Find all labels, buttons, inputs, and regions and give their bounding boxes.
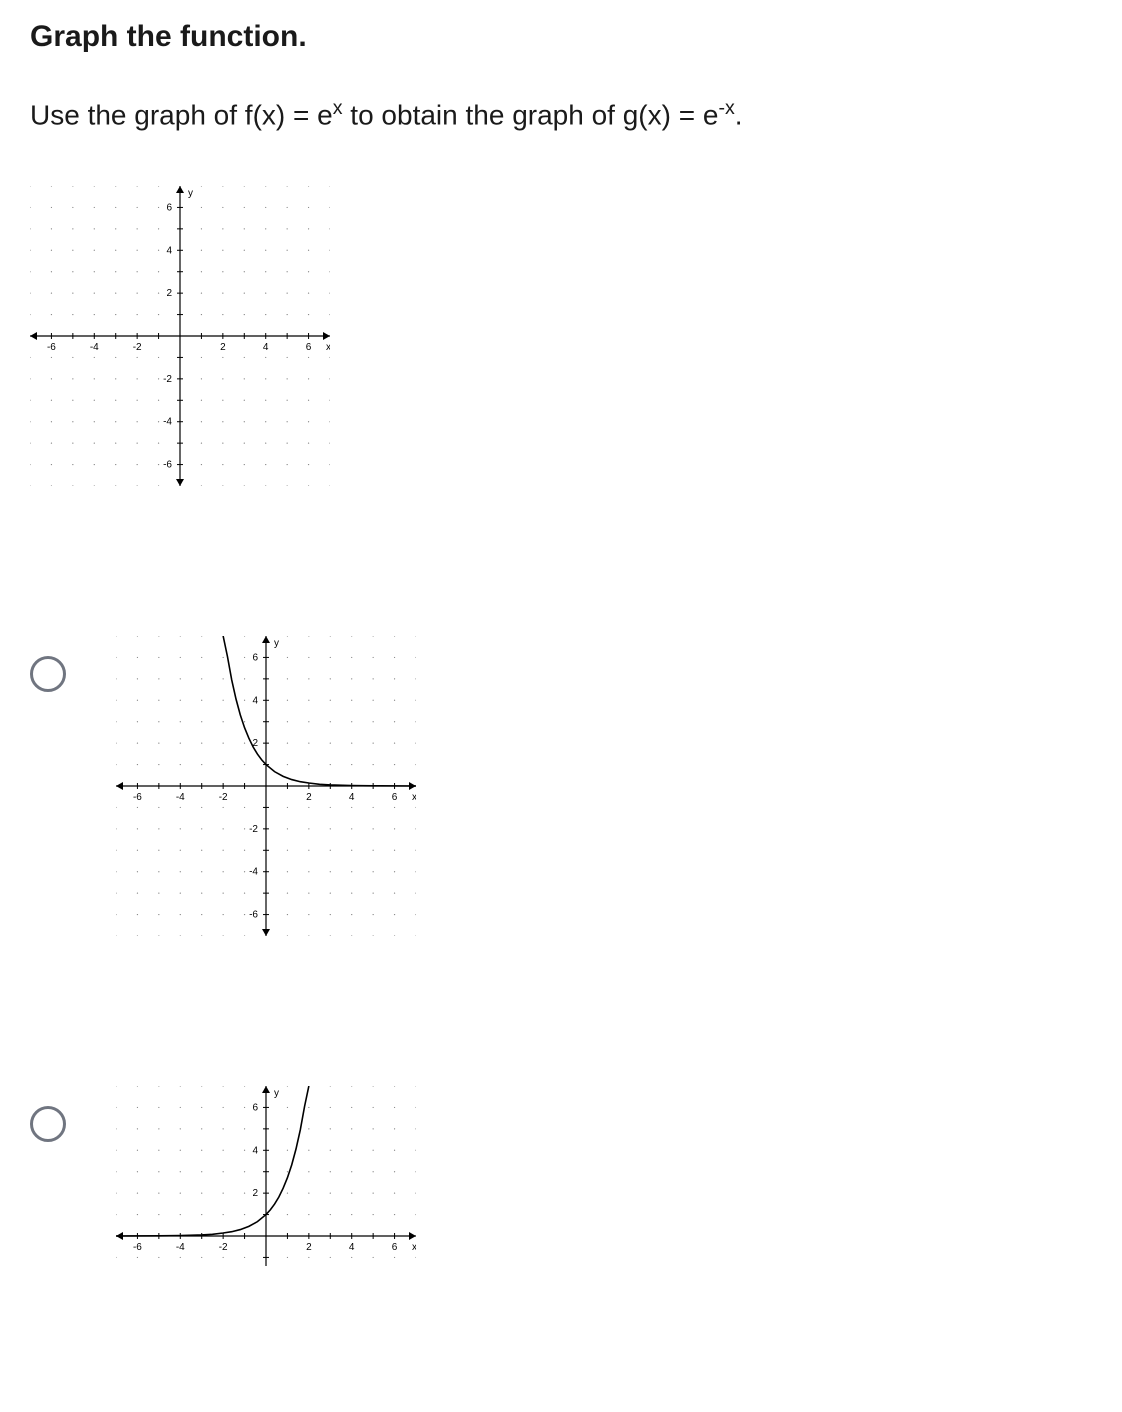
option-b-row: -6-4-2246246-2-4-6xy <box>30 1086 1092 1266</box>
svg-text:-4: -4 <box>176 1242 185 1253</box>
option-b-radio[interactable] <box>30 1106 66 1142</box>
prompt-mid: to obtain the graph of g(x) = e <box>343 99 719 130</box>
svg-text:-2: -2 <box>163 374 172 385</box>
svg-text:y: y <box>274 1088 279 1099</box>
svg-text:6: 6 <box>252 1103 258 1114</box>
reference-graph-block: -6 -4 -2 2 4 6 2 4 6 -2 -4 -6 x y <box>30 186 1092 486</box>
svg-text:-2: -2 <box>219 792 228 803</box>
prompt-prefix: Use the graph of f(x) = e <box>30 99 333 130</box>
svg-text:-2: -2 <box>249 824 258 835</box>
svg-text:y: y <box>274 638 279 649</box>
svg-text:2: 2 <box>220 342 226 353</box>
svg-text:-2: -2 <box>133 342 142 353</box>
svg-text:-6: -6 <box>163 460 172 471</box>
svg-text:2: 2 <box>306 1242 312 1253</box>
svg-text:4: 4 <box>252 1146 258 1157</box>
question-title: Graph the function. <box>30 20 1092 54</box>
svg-text:2: 2 <box>252 1188 258 1199</box>
svg-text:y: y <box>188 188 193 199</box>
svg-text:2: 2 <box>306 792 312 803</box>
svg-text:4: 4 <box>166 246 172 257</box>
svg-text:4: 4 <box>349 1242 355 1253</box>
question-prompt: Use the graph of f(x) = ex to obtain the… <box>30 94 1092 136</box>
svg-text:-6: -6 <box>47 342 56 353</box>
svg-text:-2: -2 <box>219 1242 228 1253</box>
prompt-sup2: -x <box>718 97 734 119</box>
svg-text:2: 2 <box>166 288 172 299</box>
option-a-row: -6-4-2246246-2-4-6xy <box>30 636 1092 936</box>
svg-text:-4: -4 <box>90 342 99 353</box>
option-a-graph: -6-4-2246246-2-4-6xy <box>116 636 416 936</box>
svg-text:4: 4 <box>263 342 269 353</box>
svg-text:6: 6 <box>392 792 398 803</box>
svg-text:6: 6 <box>252 653 258 664</box>
svg-text:4: 4 <box>252 696 258 707</box>
option-b-graph: -6-4-2246246-2-4-6xy <box>116 1086 416 1266</box>
svg-text:-4: -4 <box>163 417 172 428</box>
svg-text:-6: -6 <box>249 910 258 921</box>
svg-text:x: x <box>412 792 416 803</box>
svg-text:-6: -6 <box>133 1242 142 1253</box>
svg-text:6: 6 <box>306 342 312 353</box>
svg-text:-4: -4 <box>249 867 258 878</box>
svg-text:6: 6 <box>166 203 172 214</box>
svg-text:x: x <box>412 1242 416 1253</box>
svg-text:-6: -6 <box>133 792 142 803</box>
option-a-radio[interactable] <box>30 656 66 692</box>
svg-text:x: x <box>326 342 330 353</box>
svg-text:4: 4 <box>349 792 355 803</box>
svg-text:-4: -4 <box>176 792 185 803</box>
prompt-suffix: . <box>735 99 743 130</box>
reference-graph: -6 -4 -2 2 4 6 2 4 6 -2 -4 -6 x y <box>30 186 330 486</box>
svg-text:6: 6 <box>392 1242 398 1253</box>
prompt-sup1: x <box>333 97 343 119</box>
